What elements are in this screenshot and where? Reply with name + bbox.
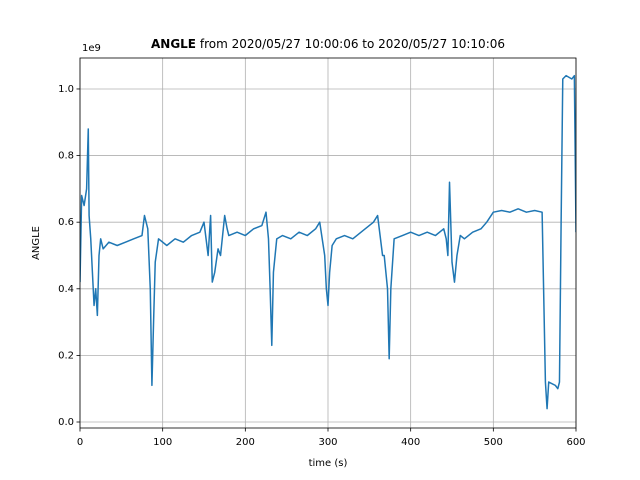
x-tick-label: 0 bbox=[77, 437, 83, 448]
title-rest: from 2020/05/27 10:00:06 to 2020/05/27 1… bbox=[200, 37, 505, 51]
x-tick-label: 300 bbox=[318, 437, 337, 448]
y-tick-label: 0.6 bbox=[58, 217, 74, 228]
x-tick-label: 600 bbox=[566, 437, 585, 448]
x-tick-label: 200 bbox=[236, 437, 255, 448]
y-tick-label: 1.0 bbox=[58, 84, 74, 95]
y-axis-label: ANGLE bbox=[31, 226, 42, 260]
x-tick-label: 400 bbox=[401, 437, 420, 448]
title-bold: ANGLE bbox=[151, 37, 196, 51]
data-line bbox=[80, 74, 576, 410]
y-tick-label: 0.4 bbox=[58, 284, 74, 295]
plot-frame bbox=[79, 57, 577, 429]
offset-text: 1e9 bbox=[82, 43, 101, 54]
x-axis-label: time (s) bbox=[309, 458, 348, 469]
x-tick-label: 500 bbox=[484, 437, 503, 448]
chart-title: ANGLE from 2020/05/27 10:00:06 to 2020/0… bbox=[151, 37, 505, 51]
y-tick-label: 0.0 bbox=[58, 417, 74, 428]
y-tick-label: 0.8 bbox=[58, 151, 74, 162]
y-tick-label: 0.2 bbox=[58, 350, 74, 361]
x-tick-label: 100 bbox=[153, 437, 172, 448]
